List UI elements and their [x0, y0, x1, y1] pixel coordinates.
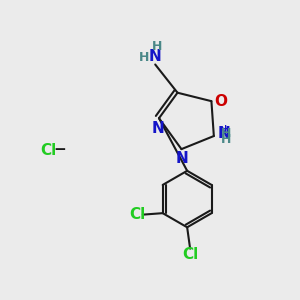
Text: N: N [176, 152, 189, 166]
Text: N: N [218, 126, 230, 141]
Text: H: H [152, 40, 162, 52]
Text: +: + [221, 124, 230, 134]
Text: Cl: Cl [40, 142, 56, 158]
Text: H: H [220, 127, 231, 140]
Text: N: N [151, 121, 164, 136]
Text: Cl: Cl [129, 207, 146, 222]
Text: Cl: Cl [182, 247, 198, 262]
Text: O: O [214, 94, 227, 109]
Text: −: − [53, 142, 66, 157]
Text: N: N [149, 49, 162, 64]
Text: H: H [220, 133, 231, 146]
Text: H: H [139, 51, 149, 64]
